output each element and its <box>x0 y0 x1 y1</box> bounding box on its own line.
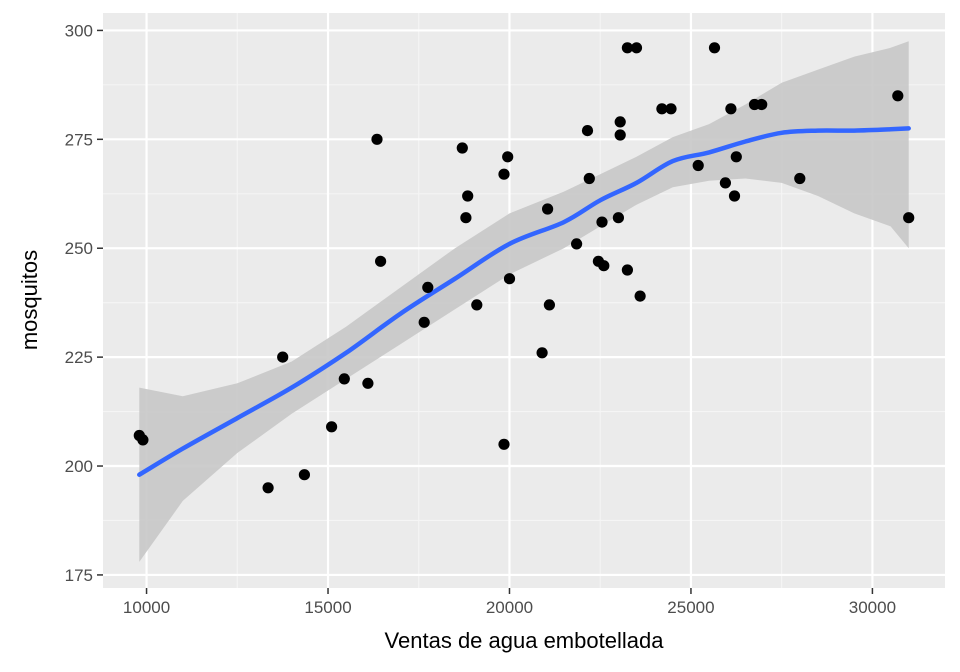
data-point <box>630 42 643 54</box>
data-point <box>614 129 626 141</box>
data-point <box>326 421 338 433</box>
data-point <box>471 299 483 311</box>
data-point <box>277 351 289 363</box>
x-tick-labels: 10000 15000 20000 25000 30000 <box>123 598 896 617</box>
data-point <box>137 434 149 446</box>
data-point <box>728 190 741 202</box>
data-point <box>634 290 646 302</box>
y-tick-label: 275 <box>65 130 93 149</box>
scatter-points <box>133 42 915 494</box>
data-point <box>498 438 510 450</box>
data-point <box>903 212 915 224</box>
data-point <box>621 264 634 276</box>
smooth-line <box>137 126 911 477</box>
data-point <box>502 151 514 163</box>
x-tick-label: 20000 <box>486 598 533 617</box>
data-point <box>756 98 768 111</box>
data-point <box>375 255 387 267</box>
data-point <box>583 172 595 185</box>
y-tick-label: 225 <box>65 348 93 367</box>
y-tick-label: 200 <box>65 457 93 476</box>
data-point <box>543 299 556 311</box>
data-point <box>503 273 516 285</box>
data-point <box>422 281 434 293</box>
data-point <box>794 172 806 185</box>
data-point <box>656 103 668 115</box>
data-point <box>542 203 554 215</box>
y-tick-label: 250 <box>65 239 93 258</box>
data-point <box>418 316 430 328</box>
data-point <box>498 168 510 180</box>
axis-ticks <box>97 29 874 594</box>
x-axis-title: Ventas de agua embotellada <box>385 628 665 653</box>
data-point <box>338 373 350 385</box>
x-tick-label: 30000 <box>849 598 896 617</box>
data-point <box>719 177 732 189</box>
data-point <box>581 125 594 137</box>
data-point <box>262 482 274 494</box>
data-point <box>456 142 468 154</box>
data-point <box>892 90 904 102</box>
data-point <box>571 238 583 250</box>
data-point <box>596 216 608 228</box>
data-point <box>536 347 548 359</box>
data-point <box>621 42 634 54</box>
y-tick-label: 175 <box>65 566 93 585</box>
x-tick-label: 10000 <box>123 598 170 617</box>
data-point <box>725 103 737 115</box>
data-point <box>298 469 310 481</box>
data-point <box>730 151 742 163</box>
data-point <box>612 212 625 224</box>
data-point <box>692 159 704 172</box>
data-point <box>362 377 374 389</box>
x-tick-label: 15000 <box>304 598 351 617</box>
data-point <box>460 212 472 224</box>
data-point <box>462 190 474 202</box>
confidence-band <box>139 41 909 562</box>
y-tick-labels: 175 200 225 250 275 300 <box>65 21 93 585</box>
data-point <box>371 133 383 145</box>
data-point <box>598 260 610 272</box>
y-axis-title: mosquitos <box>17 250 42 350</box>
x-tick-label: 25000 <box>667 598 714 617</box>
data-point <box>614 116 626 128</box>
data-point <box>665 103 677 115</box>
data-point <box>708 42 721 54</box>
y-tick-label: 300 <box>65 21 93 40</box>
